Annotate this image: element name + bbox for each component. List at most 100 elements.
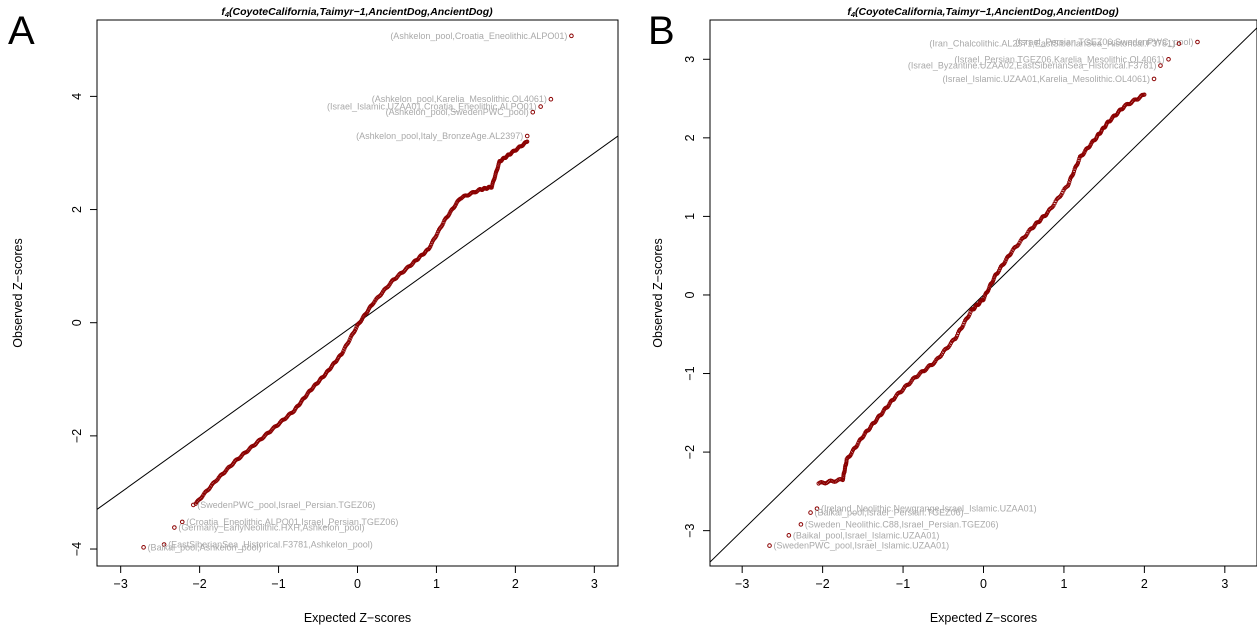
data-point [492, 175, 497, 180]
data-point [495, 165, 500, 170]
data-point [348, 335, 353, 340]
point-label: (Ashkelon_pool,SwedenPWC_pool) [386, 107, 529, 117]
x-tick-label: 0 [354, 577, 361, 591]
data-point [841, 476, 846, 481]
data-point [850, 449, 855, 455]
labeled-point [814, 506, 820, 511]
data-point [1075, 160, 1081, 166]
labeled-point [530, 109, 536, 115]
y-tick-label: 1 [683, 213, 697, 220]
y-tick-label: −4 [70, 542, 84, 556]
panel-letter: A [8, 9, 35, 53]
y-tick-label: 4 [70, 93, 84, 100]
data-point [525, 139, 530, 144]
point-label: (Ireland_Neolithic.Newgrange,Israel_Isla… [821, 504, 1037, 514]
labeled-point [1176, 41, 1182, 46]
labeled-point [1195, 39, 1200, 45]
data-point [966, 314, 971, 319]
data-point [1076, 158, 1081, 163]
x-tick-label: −2 [815, 577, 829, 591]
data-point [1003, 259, 1008, 264]
y-tick-label: −2 [683, 445, 697, 459]
point-label: (Israel_Islamic.UZAA01,Croatia_Eneolithi… [327, 102, 537, 112]
data-point [856, 440, 861, 445]
y-tick-label: −2 [70, 429, 84, 443]
point-label: (SwedenPWC_pool,Israel_Islamic.UZAA01) [774, 541, 950, 551]
data-point [955, 333, 960, 338]
point-label: (Israel_Persian.TGEZ06,Karelia_Mesolithi… [954, 54, 1164, 64]
y-tick-label: 2 [683, 134, 697, 141]
data-point [960, 324, 965, 329]
y-tick-label: −3 [683, 523, 697, 537]
data-point [962, 320, 967, 325]
title-subscript: 4 [224, 10, 230, 19]
data-point [1067, 180, 1072, 185]
data-point [1142, 92, 1147, 97]
title-args: (CoyoteCalifornia,Taimyr−1,AncientDog,An… [855, 6, 1119, 18]
x-tick-label: −3 [735, 577, 749, 591]
data-point [435, 231, 440, 236]
chart-title: f4(CoyoteCalifornia,Taimyr−1,AncientDog,… [847, 6, 1119, 19]
labeled-point [191, 502, 196, 508]
point-label: (Iran_Chalcolithic.AL2571,EastSiberianSe… [929, 39, 1175, 49]
point-label: (Croatia_Eneolithic.ALPO01,Israel_Persia… [186, 517, 398, 527]
point-label: (Sweden_Neolithic.C88,Israel_Persian.TGE… [805, 519, 999, 529]
labeled-point [161, 542, 167, 547]
title-f: f [221, 6, 226, 18]
x-tick-label: 1 [1060, 577, 1067, 591]
data-point [991, 277, 996, 282]
data-point [428, 244, 433, 249]
x-tick-label: 1 [433, 577, 440, 591]
data-point [441, 220, 446, 225]
labeled-point [538, 104, 543, 109]
point-label: (Israel_Persian.TGEZ06,SwedenPWC_pool) [1015, 37, 1193, 47]
data-point [849, 451, 854, 457]
x-tick-label: 0 [980, 577, 987, 591]
data-point [997, 268, 1002, 273]
point-label: (Germany_EarlyNeolithic.HXH,Ashkelon_poo… [178, 523, 364, 533]
reference-line [710, 27, 1257, 563]
labeled-point [141, 545, 146, 550]
point-label: (Baikal_pool,Israel_Islamic.UZAA01) [793, 530, 940, 540]
labeled-point [172, 525, 177, 530]
data-point [986, 286, 991, 291]
y-tick-label: 0 [70, 319, 84, 326]
x-tick-label: −1 [896, 577, 910, 591]
point-label: (Israel_Byzantine.UZAA02,EastSiberianSea… [908, 61, 1157, 71]
y-tick-label: 0 [683, 291, 697, 298]
data-point [961, 322, 966, 328]
y-tick-label: −1 [683, 366, 697, 380]
data-point [1071, 171, 1076, 176]
x-tick-label: 3 [1221, 577, 1228, 591]
point-label: (EastSiberianSea_Historical.F3781,Ashkel… [168, 539, 373, 549]
labeled-point [798, 522, 804, 527]
data-point [429, 242, 434, 247]
data-point [489, 185, 494, 190]
x-axis-label: Expected Z−scores [304, 611, 411, 625]
data-point [353, 326, 358, 332]
chart-title: f4(CoyoteCalifornia,Taimyr−1,AncientDog,… [221, 6, 493, 19]
data-point [490, 183, 495, 188]
data-point [844, 460, 849, 465]
data-point [855, 442, 860, 447]
point-label: (Ashkelon_pool,Croatia_Eneolithic.ALPO01… [390, 31, 567, 41]
data-point [440, 222, 445, 227]
data-points [816, 92, 1147, 486]
labeled-point [786, 533, 792, 538]
y-axis-label: Observed Z−scores [651, 238, 665, 347]
labeled-point [524, 133, 530, 139]
x-tick-label: −1 [271, 577, 285, 591]
labeled-point [767, 543, 772, 548]
point-label: (Ashkelon_pool,Karelia_Mesolithic.OL4061… [372, 94, 547, 104]
data-point [341, 348, 346, 354]
labeled-point [1166, 56, 1171, 62]
data-point [496, 163, 501, 168]
data-point [1066, 182, 1071, 187]
data-point [342, 346, 347, 351]
data-point [955, 331, 961, 336]
data-point [982, 295, 987, 301]
data-point [347, 337, 352, 343]
point-label: (Baikal_pool,Ashkelon_pool) [148, 542, 262, 552]
